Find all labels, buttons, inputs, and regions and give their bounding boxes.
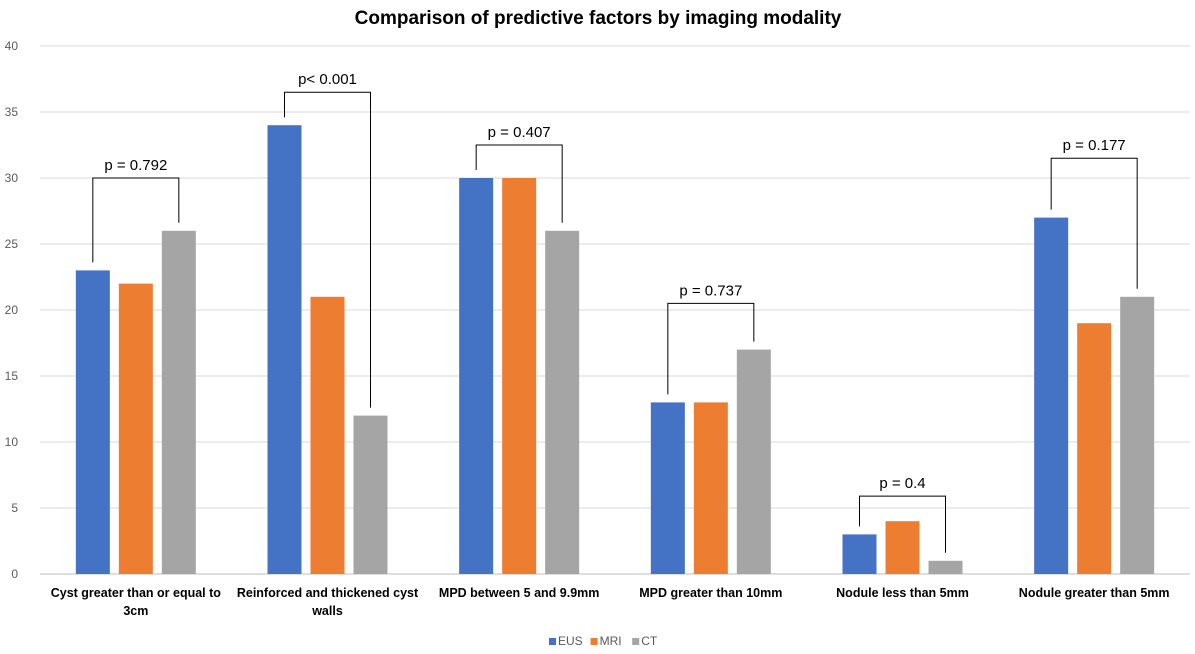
bar-mri-1 (310, 296, 345, 574)
p-value-label: p = 0.177 (1063, 137, 1126, 154)
x-category-label: Reinforced and thickened cyst (237, 586, 419, 600)
x-category-label: Cyst greater than or equal to (51, 586, 222, 600)
gridlines (40, 45, 1190, 575)
bar-ct-5 (1120, 296, 1155, 574)
bar-mri-0 (118, 283, 153, 574)
y-tick-label: 20 (5, 303, 19, 317)
bar-eus-5 (1034, 217, 1069, 574)
p-value-bracket (92, 177, 180, 263)
p-value-bracket (284, 91, 371, 408)
p-value-label: p = 0.407 (488, 124, 551, 141)
p-value-label: p< 0.001 (298, 71, 357, 88)
legend-swatch-mri (590, 638, 598, 645)
x-category-label: 3cm (123, 604, 148, 618)
y-tick-label: 30 (5, 171, 19, 185)
y-axis: 0 5 10 15 20 25 30 35 40 (5, 39, 19, 581)
p-value-label: p = 0.4 (879, 475, 925, 492)
bar-ct-2 (545, 230, 580, 575)
legend-label-eus: EUS (558, 634, 583, 648)
p-value-bracket (667, 302, 755, 395)
y-tick-label: 35 (5, 105, 19, 119)
y-tick-label: 0 (11, 567, 18, 581)
p-value-bracket (1050, 157, 1138, 289)
bar-mri-2 (502, 178, 537, 574)
y-tick-label: 40 (5, 39, 19, 53)
bar-eus-2 (459, 178, 494, 574)
bar-ct-3 (736, 349, 771, 574)
bar-eus-4 (842, 534, 877, 574)
y-tick-label: 15 (5, 369, 19, 383)
x-category-label: MPD greater than 10mm (639, 586, 782, 600)
bar-mri-4 (885, 521, 920, 574)
y-tick-label: 5 (11, 501, 18, 515)
chart-title: Comparison of predictive factors by imag… (355, 8, 842, 29)
bar-mri-3 (693, 402, 728, 574)
bar-eus-0 (75, 270, 110, 574)
p-value-label: p = 0.792 (104, 157, 167, 174)
legend: EUS MRI CT (549, 634, 658, 648)
y-tick-label: 10 (5, 435, 19, 449)
p-value-label: p = 0.737 (679, 282, 742, 299)
bars (75, 125, 1155, 575)
bar-eus-3 (650, 402, 685, 574)
x-category-label: MPD between 5 and 9.9mm (439, 586, 599, 600)
bar-ct-4 (928, 560, 963, 574)
p-value-bracket (475, 144, 563, 223)
p-value-annotations: p = 0.792 p< 0.001 p = 0.407 p = 0.737 p = 0… (92, 71, 1138, 553)
x-category-label: Nodule less than 5mm (836, 586, 969, 600)
x-category-label: walls (311, 604, 343, 618)
bar-ct-1 (353, 415, 388, 574)
bar-eus-1 (267, 125, 302, 574)
x-axis-categories: Cyst greater than or equal to 3cm Reinforc… (51, 586, 1170, 618)
legend-label-mri: MRI (600, 634, 622, 648)
bar-ct-0 (161, 230, 196, 575)
x-category-label: Nodule greater than 5mm (1019, 586, 1170, 600)
p-value-bracket (859, 495, 946, 553)
legend-swatch-eus (549, 638, 556, 645)
y-tick-label: 25 (5, 237, 19, 251)
legend-label-ct: CT (641, 634, 658, 648)
legend-swatch-ct (632, 638, 640, 645)
bar-mri-5 (1077, 323, 1112, 574)
